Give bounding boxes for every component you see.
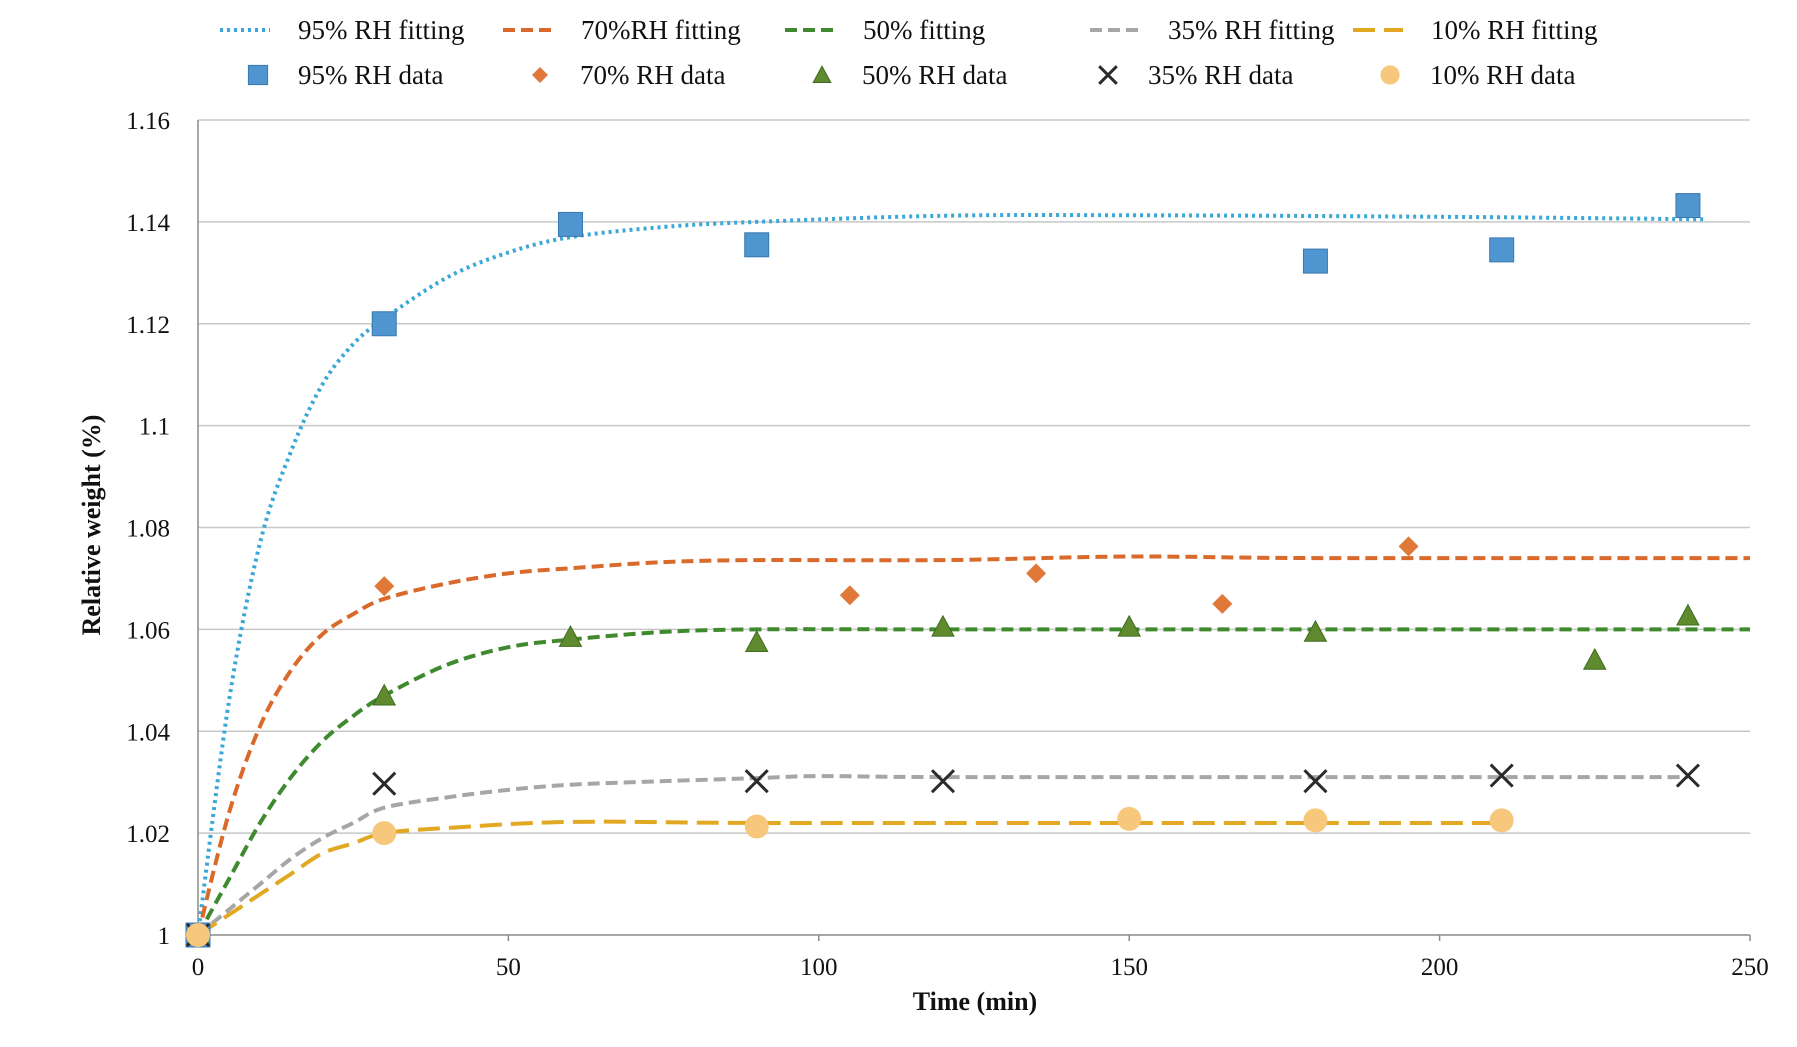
data-point-0 [1302,248,1328,274]
x-tick-label: 100 [800,954,838,981]
legend-label: 95% RH fitting [298,15,465,45]
legend-label: 10% RH data [1430,60,1575,90]
data-point-0 [744,232,770,258]
data-point-1 [1398,536,1419,557]
data-point-3 [744,769,769,794]
data-point-0 [371,311,397,337]
data-point-4 [186,923,210,947]
data-point-3 [1489,763,1514,788]
data-point-2 [372,683,397,706]
y-tick-label: 1.12 [126,312,170,339]
legend-label: 50% RH data [862,60,1007,90]
fitting-line-2 [196,627,1750,936]
fitting-line-1 [196,554,1751,936]
legend-swatch-marker [1380,65,1400,85]
legend-label: 70% RH data [580,60,725,90]
legend-swatch-marker [247,64,269,86]
data-point-3 [372,771,397,796]
fitting-lines [196,213,1751,937]
y-tick-label: 1.08 [126,516,170,543]
axes [197,120,1751,941]
x-axis-title: Time (min) [913,987,1037,1016]
data-markers [185,193,1701,948]
data-point-2 [1582,647,1607,670]
data-point-3 [930,769,956,794]
x-tick-label: 200 [1421,954,1459,981]
data-point-4 [372,821,397,846]
fitting-line-4 [196,819,1502,937]
data-point-2 [558,624,583,647]
y-tick-label: 1.14 [126,210,170,237]
data-point-2 [931,614,955,637]
legend-label: 10% RH fitting [1431,15,1598,45]
tick-labels: 1 1.02 1.04 1.06 1.08 1.1 1.12 1.14 1.16 0 50 100 15… [126,108,1769,981]
data-point-1 [374,576,395,597]
data-point-1 [1212,593,1233,614]
x-tick-label: 0 [192,954,205,981]
legend-swatch-marker [532,67,548,83]
legend-label: 95% RH data [298,60,443,90]
x-tick-label: 50 [496,954,521,981]
fitting-line-3 [196,774,1688,937]
legend-swatch-marker [812,65,832,83]
data-point-4 [1117,806,1142,831]
legend-label: 35% RH data [1148,60,1293,90]
data-point-4 [1303,808,1328,833]
data-point-1 [839,585,860,606]
y-tick-label: 1.02 [126,821,170,848]
y-tick-label: 1 [158,923,171,950]
y-tick-label: 1.16 [126,108,170,135]
data-point-3 [1675,763,1700,788]
data-point-4 [744,814,769,839]
data-point-1 [1026,563,1047,584]
data-point-2 [1117,614,1142,637]
y-axis-title: Relative weight (%) [77,415,106,636]
y-tick-label: 1.06 [126,617,170,644]
data-point-0 [557,211,583,237]
legend-label: 35% RH fitting [1168,15,1335,45]
data-point-0 [1489,237,1515,263]
data-point-2 [1303,619,1328,642]
legend-swatch-marker [1098,65,1118,85]
fitting-line-0 [196,213,1707,936]
y-tick-label: 1.1 [139,414,170,441]
legend-label: 70%RH fitting [581,15,741,45]
y-tick-label: 1.04 [126,719,170,746]
grid-lines [198,119,1750,834]
data-point-2 [1676,603,1700,626]
data-point-3 [1303,769,1328,794]
data-point-0 [1675,193,1701,219]
x-tick-label: 250 [1731,954,1769,981]
data-point-2 [744,630,769,652]
data-point-4 [1489,808,1514,833]
x-tick-label: 150 [1110,954,1148,981]
legend: 95% RH fitting 70%RH fitting 50% fitting 35… [220,15,1598,90]
legend-label: 50% fitting [863,15,985,45]
